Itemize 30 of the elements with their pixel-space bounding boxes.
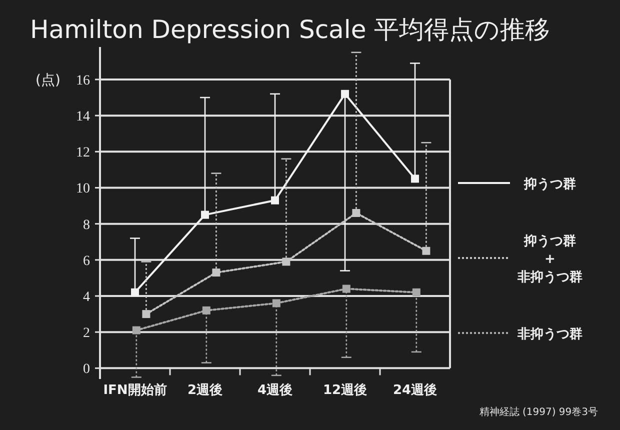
text: 精神経誌 (1997) 99巻3号	[479, 406, 598, 418]
point	[272, 299, 280, 308]
legend-label: 抑うつ群	[523, 177, 576, 192]
legend-label: 非抑うつ群	[516, 327, 582, 342]
y-tick-label: 2	[83, 326, 90, 342]
y-tick-label: 6	[83, 254, 90, 269]
point	[341, 90, 349, 98]
y-tick-label: 12	[76, 146, 90, 161]
y-axis-title: (点)	[36, 72, 60, 88]
x-tick-label: 2週後	[187, 382, 223, 398]
chart-title: Hamilton Depression Scale 平均得点の推移	[30, 15, 550, 44]
x-tick-label: 4週後	[257, 382, 293, 398]
x-tick-label: IFN開始前	[103, 383, 167, 398]
point	[202, 306, 210, 314]
legend-label: 抑うつ群 + 非抑うつ群	[516, 234, 582, 285]
x-tick-label: 12週後	[322, 382, 368, 398]
y-tick-label: 4	[83, 290, 90, 305]
point	[131, 288, 139, 296]
y-tick-label: 16	[76, 73, 90, 88]
point	[342, 284, 350, 293]
x-tick-label: 24週後	[392, 382, 438, 398]
y-tick-label: 14	[76, 110, 90, 125]
point	[412, 288, 420, 296]
y-tick-label: 0	[83, 362, 90, 378]
y-tick-label: 8	[83, 218, 90, 233]
point	[271, 196, 279, 204]
point	[132, 326, 140, 334]
point	[411, 174, 419, 183]
point	[201, 210, 209, 219]
y-tick-label: 10	[76, 182, 90, 197]
